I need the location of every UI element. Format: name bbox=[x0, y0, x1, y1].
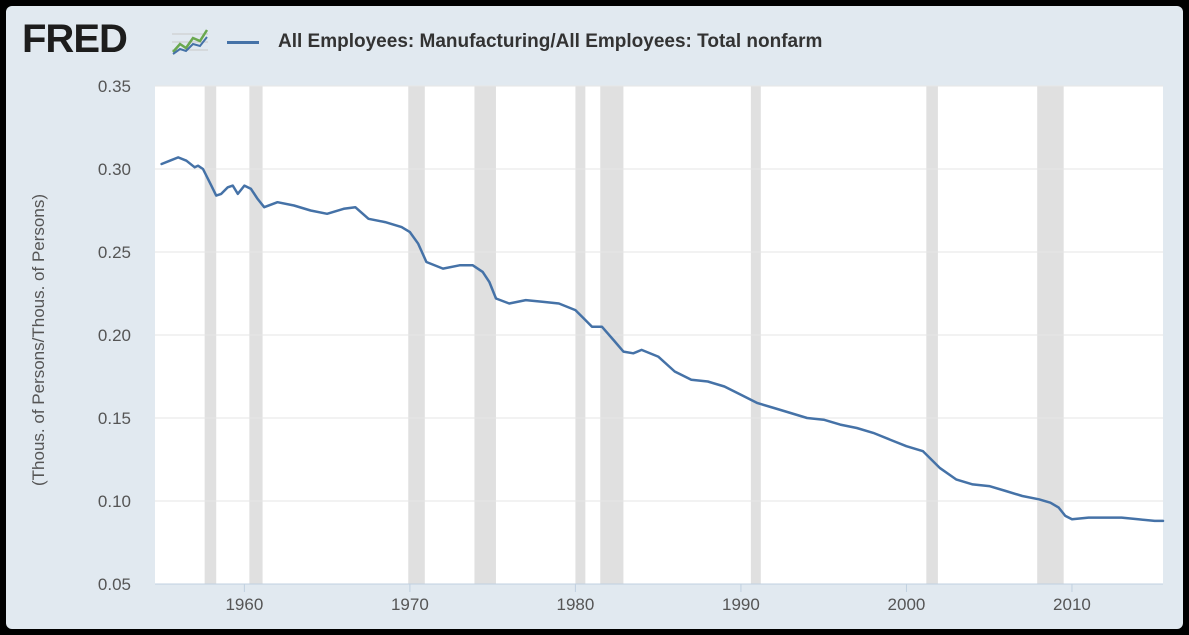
legend-label[interactable]: All Employees: Manufacturing/All Employe… bbox=[278, 31, 823, 52]
y-tick-label: 0.20 bbox=[98, 326, 131, 345]
x-tick-label: 1970 bbox=[391, 595, 429, 614]
line-chart: 0.05 0.10 0.15 0.20 0.25 0.30 0.35 1960 1970 1980… bbox=[29, 77, 1165, 614]
fred-logo[interactable]: FRED bbox=[22, 17, 128, 61]
y-tick-label: 0.15 bbox=[98, 409, 131, 428]
chart-frame: FRED All Employees: Manufacturing/All Em… bbox=[6, 6, 1183, 629]
x-tick-label: 2010 bbox=[1053, 595, 1091, 614]
line-graph-icon bbox=[170, 22, 210, 58]
x-tick-label: 1980 bbox=[556, 595, 594, 614]
x-tick-label: 1960 bbox=[225, 595, 263, 614]
chart-header: FRED All Employees: Manufacturing/All Em… bbox=[22, 16, 1172, 62]
x-tick-label: 1990 bbox=[722, 595, 760, 614]
legend-swatch bbox=[227, 41, 259, 44]
y-tick-label: 0.25 bbox=[98, 243, 131, 262]
y-tick-label: 0.35 bbox=[98, 77, 131, 96]
x-tick-label: 2000 bbox=[888, 595, 926, 614]
y-tick-label: 0.05 bbox=[98, 575, 131, 594]
y-tick-label: 0.10 bbox=[98, 492, 131, 511]
y-tick-label: 0.30 bbox=[98, 160, 131, 179]
y-axis-title: (Thous. of Persons/Thous. of Persons) bbox=[29, 194, 48, 486]
series-line bbox=[160, 156, 1165, 523]
